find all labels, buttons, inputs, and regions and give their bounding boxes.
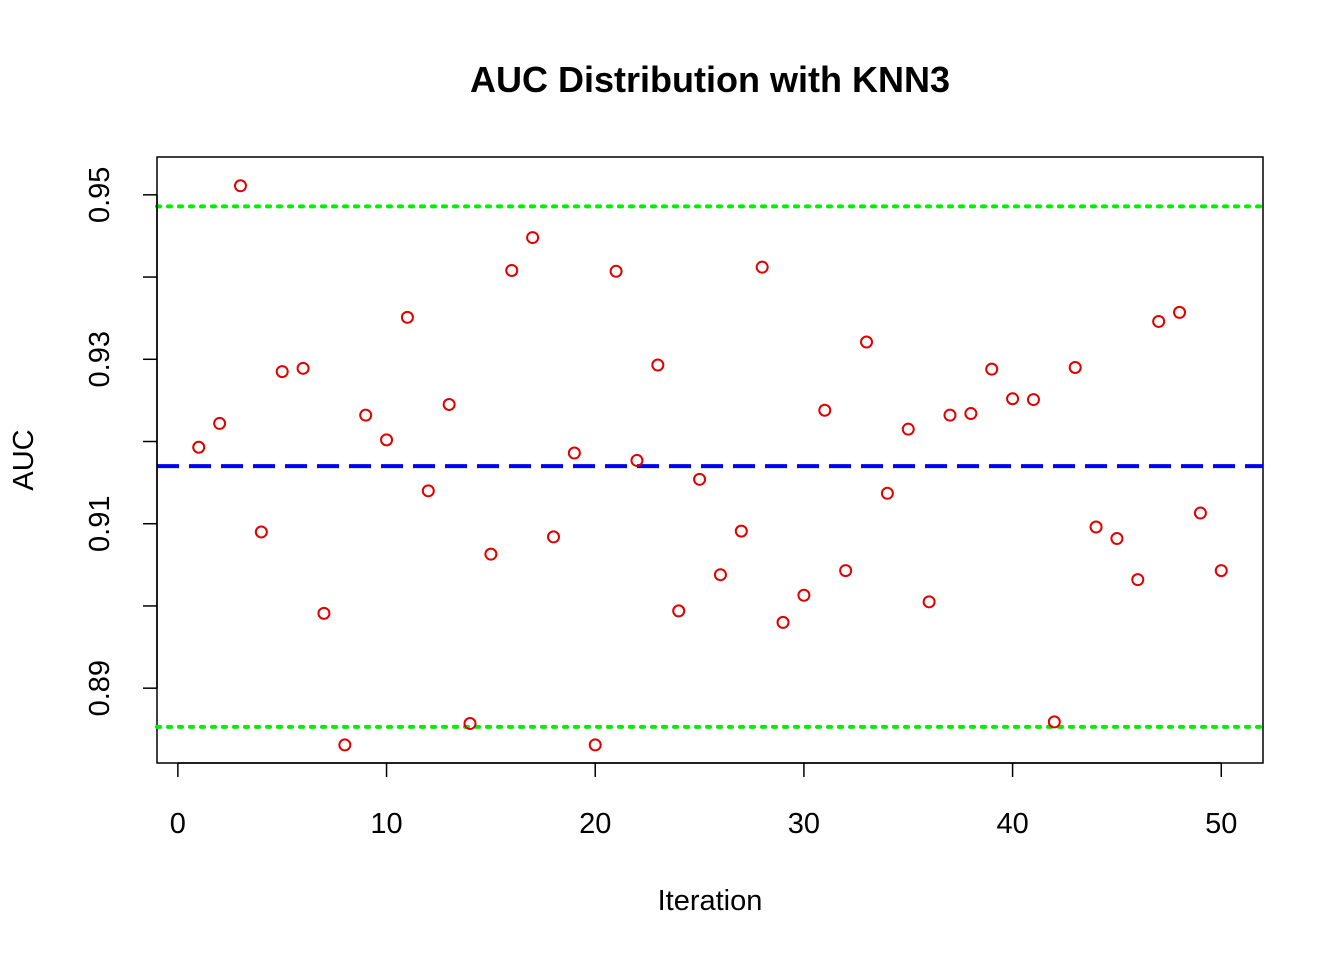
chart-title: AUC Distribution with KNN3 <box>470 59 950 100</box>
data-point <box>985 362 999 376</box>
data-point <box>1214 564 1228 578</box>
data-point <box>359 408 373 422</box>
data-point <box>901 422 915 436</box>
data-point <box>818 403 832 417</box>
x-tick-label: 40 <box>996 808 1028 840</box>
data-point <box>839 564 853 578</box>
x-tick-label: 0 <box>170 808 186 840</box>
y-axis-label: AUC <box>8 429 40 490</box>
x-tick-label: 10 <box>370 808 402 840</box>
data-point <box>630 453 644 467</box>
data-point <box>338 738 352 752</box>
data-point <box>1173 305 1187 319</box>
y-axis: 0.89 0.91 0.93 0.95 <box>84 167 158 716</box>
data-point <box>317 606 331 620</box>
data-points <box>192 179 1228 752</box>
data-point <box>1006 392 1020 406</box>
data-point <box>1110 532 1124 546</box>
data-point <box>275 365 289 379</box>
data-point <box>755 260 769 274</box>
data-point <box>588 738 602 752</box>
data-point <box>192 440 206 454</box>
data-point <box>400 310 414 324</box>
x-tick-label: 50 <box>1205 808 1237 840</box>
data-point <box>651 358 665 372</box>
data-point <box>713 568 727 582</box>
data-point <box>880 486 894 500</box>
data-point <box>421 484 435 498</box>
data-point <box>1131 573 1145 587</box>
data-point <box>546 530 560 544</box>
data-point <box>296 361 310 375</box>
data-point <box>797 588 811 602</box>
data-point <box>860 335 874 349</box>
data-point <box>1152 314 1166 328</box>
x-axis-label: Iteration <box>658 885 763 917</box>
data-point <box>526 231 540 245</box>
y-tick-label: 0.91 <box>84 495 116 551</box>
reference-lines <box>155 204 1265 729</box>
data-point <box>380 433 394 447</box>
data-point <box>1026 393 1040 407</box>
x-tick-label: 20 <box>579 808 611 840</box>
data-point <box>922 595 936 609</box>
data-point <box>1193 506 1207 520</box>
data-point <box>609 264 623 278</box>
x-tick-label: 30 <box>788 808 820 840</box>
data-point <box>233 179 247 193</box>
data-point <box>442 397 456 411</box>
data-point <box>567 446 581 460</box>
data-point <box>734 524 748 538</box>
y-tick-label: 0.89 <box>84 660 116 716</box>
data-point <box>484 547 498 561</box>
plot-frame <box>156 156 1264 764</box>
data-point <box>213 416 227 430</box>
x-axis: 0 10 20 30 40 50 <box>170 762 1237 840</box>
data-point <box>463 717 477 731</box>
y-tick-label: 0.95 <box>84 167 116 223</box>
data-point <box>505 263 519 277</box>
data-point <box>776 615 790 629</box>
data-point <box>672 604 686 618</box>
data-point <box>964 407 978 421</box>
data-point <box>1047 715 1061 729</box>
data-point <box>1089 520 1103 534</box>
y-tick-label: 0.93 <box>84 331 116 387</box>
data-point <box>254 525 268 539</box>
data-point <box>693 472 707 486</box>
data-point <box>943 408 957 422</box>
data-point <box>1068 360 1082 374</box>
